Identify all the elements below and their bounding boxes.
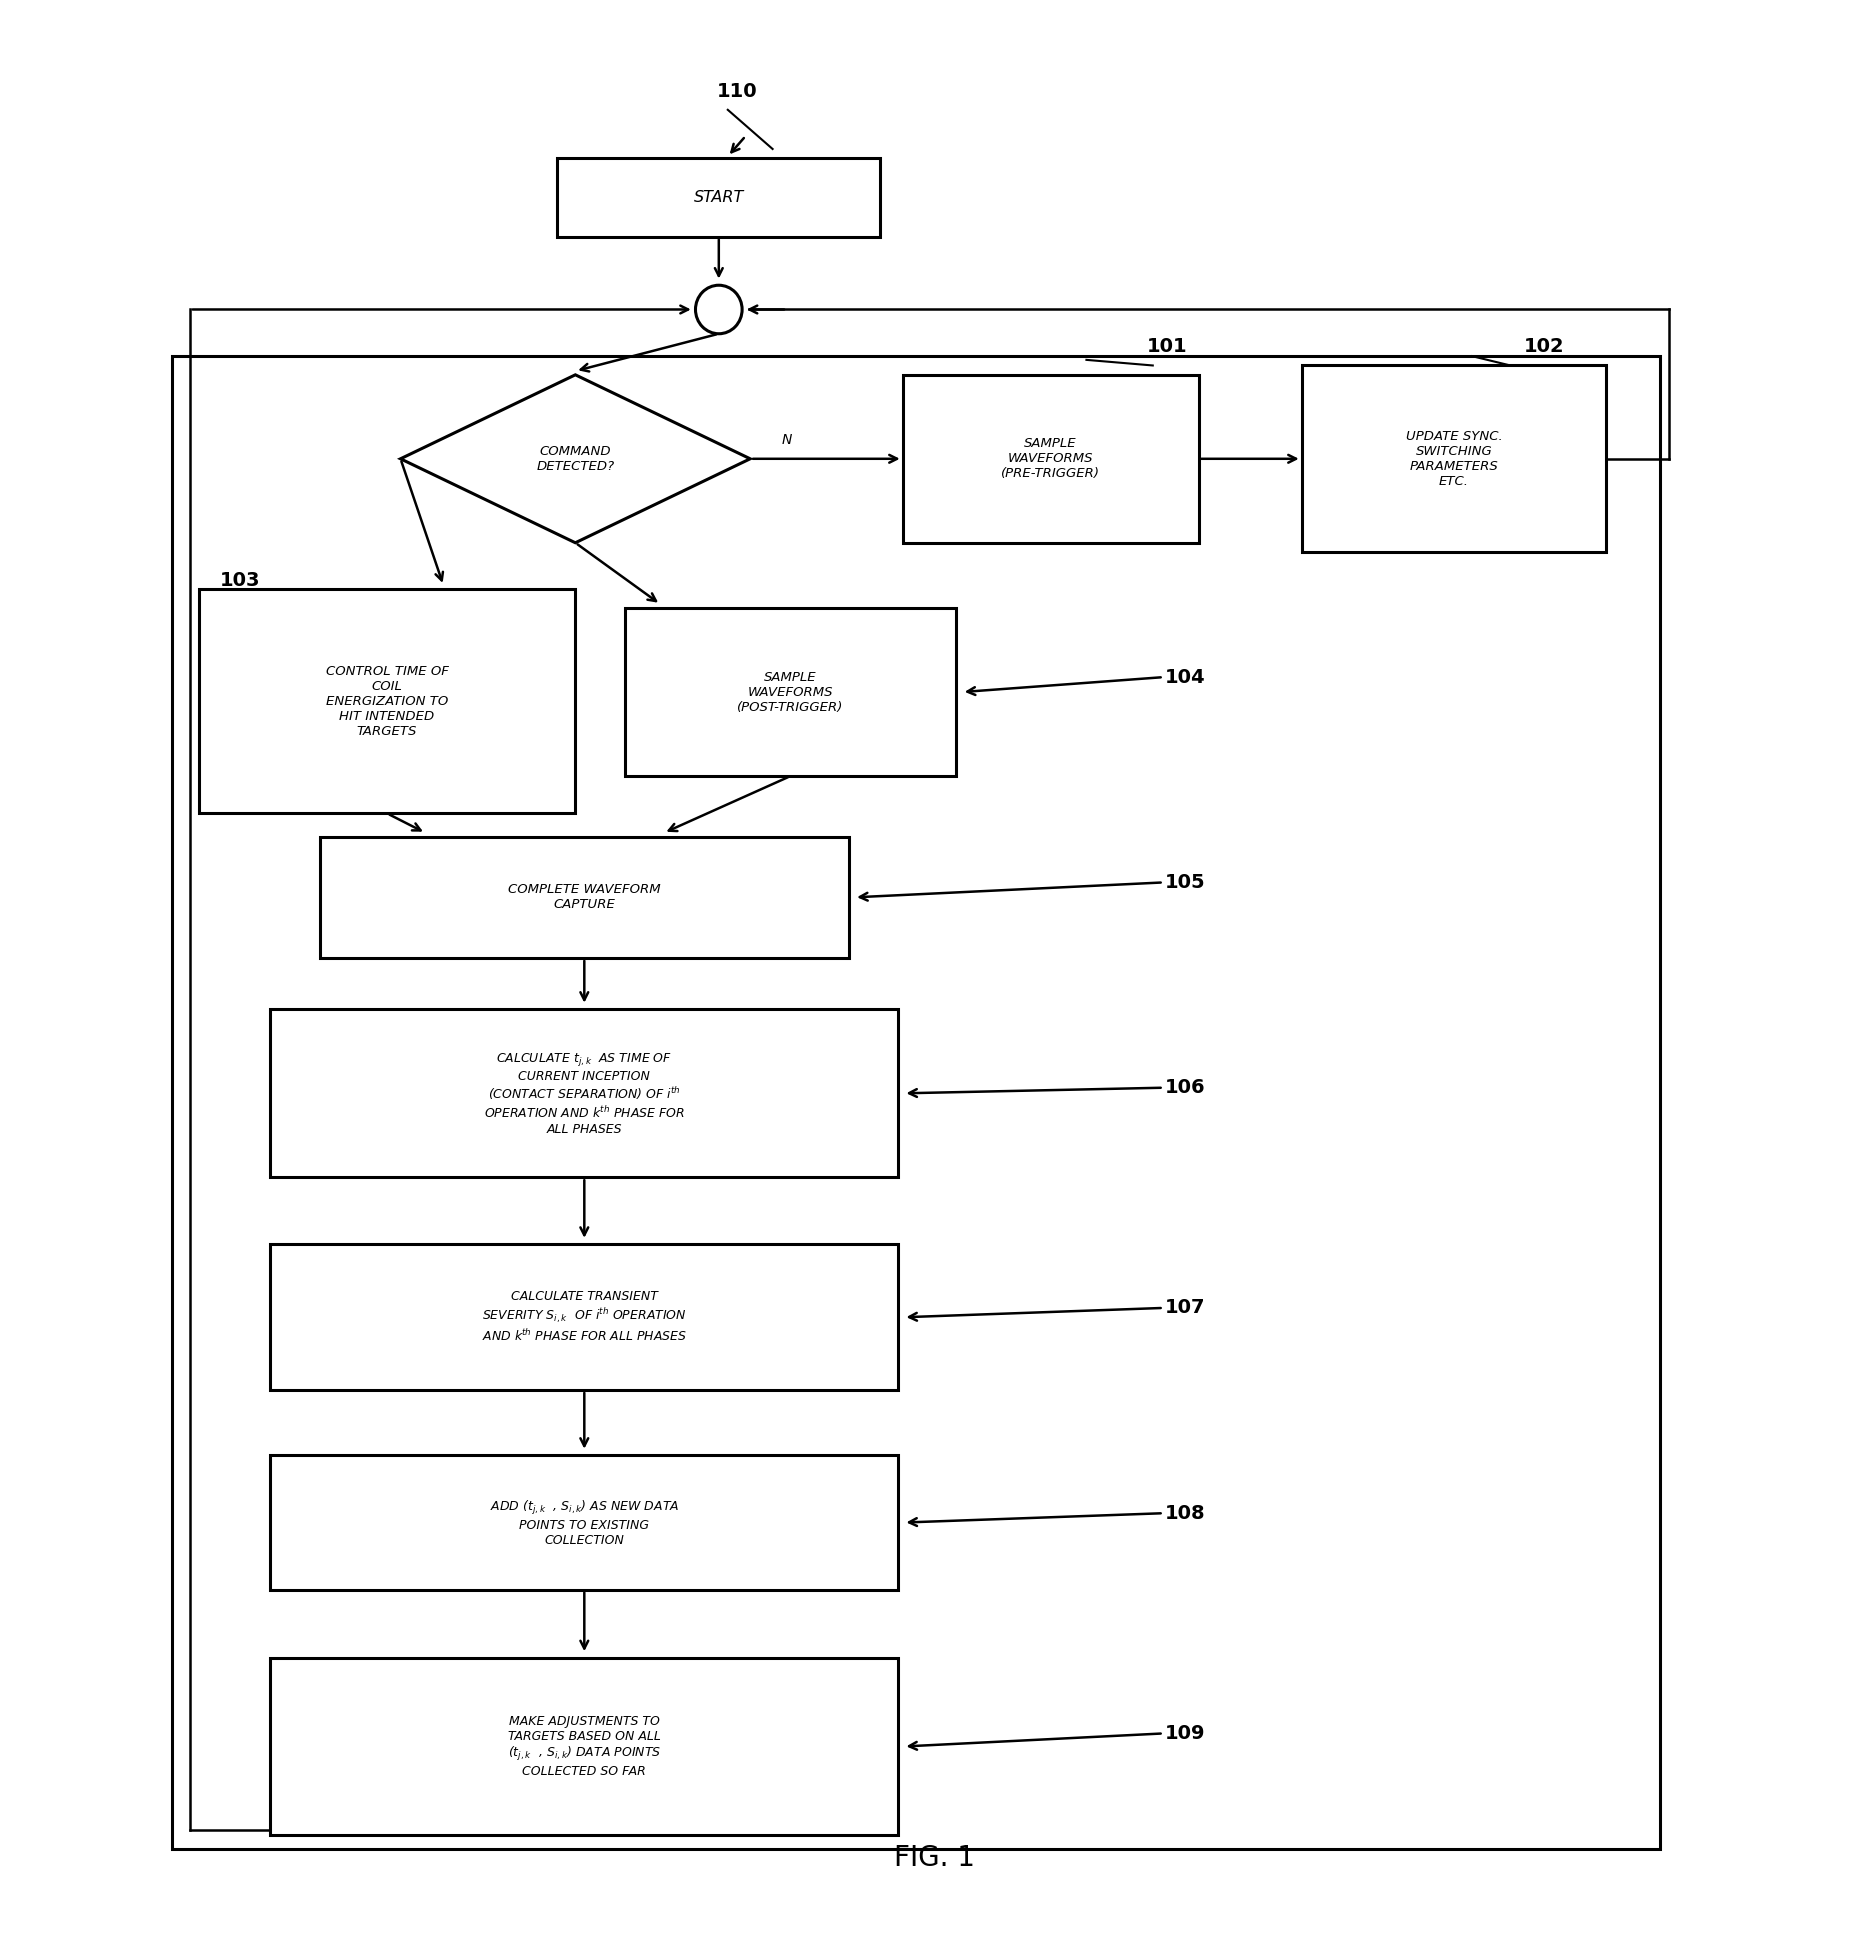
FancyBboxPatch shape (319, 836, 848, 958)
Text: FIG. 1: FIG. 1 (893, 1845, 975, 1872)
FancyBboxPatch shape (198, 589, 575, 813)
Polygon shape (400, 375, 751, 542)
FancyBboxPatch shape (271, 1658, 899, 1835)
Text: COMMAND
DETECTED?: COMMAND DETECTED? (536, 445, 615, 472)
Text: SAMPLE
WAVEFORMS
(PRE-TRIGGER): SAMPLE WAVEFORMS (PRE-TRIGGER) (1001, 437, 1100, 480)
Text: 106: 106 (1166, 1079, 1205, 1096)
Text: 102: 102 (1524, 338, 1564, 356)
Text: N: N (783, 434, 792, 447)
Text: CALCULATE t$_{j,k}$  AS TIME OF
CURRENT INCEPTION
(CONTACT SEPARATION) OF i$^{th: CALCULATE t$_{j,k}$ AS TIME OF CURRENT I… (484, 1050, 686, 1135)
Text: CONTROL TIME OF
COIL
ENERGIZATION TO
HIT INTENDED
TARGETS: CONTROL TIME OF COIL ENERGIZATION TO HIT… (325, 665, 448, 739)
Text: MAKE ADJUSTMENTS TO
TARGETS BASED ON ALL
(t$_{j,k}$  , S$_{i,k}$) DATA POINTS
CO: MAKE ADJUSTMENTS TO TARGETS BASED ON ALL… (508, 1715, 661, 1779)
Text: CALCULATE TRANSIENT
SEVERITY S$_{i,k}$  OF i$^{th}$ OPERATION
AND k$^{th}$ PHASE: CALCULATE TRANSIENT SEVERITY S$_{i,k}$ O… (482, 1291, 687, 1343)
Text: UPDATE SYNC.
SWITCHING
PARAMETERS
ETC.: UPDATE SYNC. SWITCHING PARAMETERS ETC. (1407, 430, 1502, 488)
Text: 104: 104 (1166, 667, 1205, 686)
Text: 109: 109 (1166, 1724, 1205, 1744)
Text: 107: 107 (1166, 1299, 1205, 1318)
Text: 110: 110 (717, 82, 757, 101)
FancyBboxPatch shape (1302, 365, 1606, 552)
Text: START: START (693, 191, 743, 204)
FancyBboxPatch shape (624, 608, 956, 776)
Text: 103: 103 (220, 572, 260, 589)
Text: COMPLETE WAVEFORM
CAPTURE: COMPLETE WAVEFORM CAPTURE (508, 883, 661, 912)
Text: 105: 105 (1166, 873, 1205, 892)
Text: 108: 108 (1166, 1505, 1205, 1522)
Circle shape (695, 286, 742, 334)
FancyBboxPatch shape (557, 157, 880, 237)
FancyBboxPatch shape (902, 375, 1199, 542)
Text: 101: 101 (1147, 338, 1188, 356)
Text: ADD (t$_{j,k}$  , S$_{i,k}$) AS NEW DATA
POINTS TO EXISTING
COLLECTION: ADD (t$_{j,k}$ , S$_{i,k}$) AS NEW DATA … (489, 1499, 678, 1547)
FancyBboxPatch shape (271, 1456, 899, 1590)
FancyBboxPatch shape (271, 1009, 899, 1178)
FancyBboxPatch shape (271, 1244, 899, 1390)
Text: SAMPLE
WAVEFORMS
(POST-TRIGGER): SAMPLE WAVEFORMS (POST-TRIGGER) (738, 671, 844, 713)
